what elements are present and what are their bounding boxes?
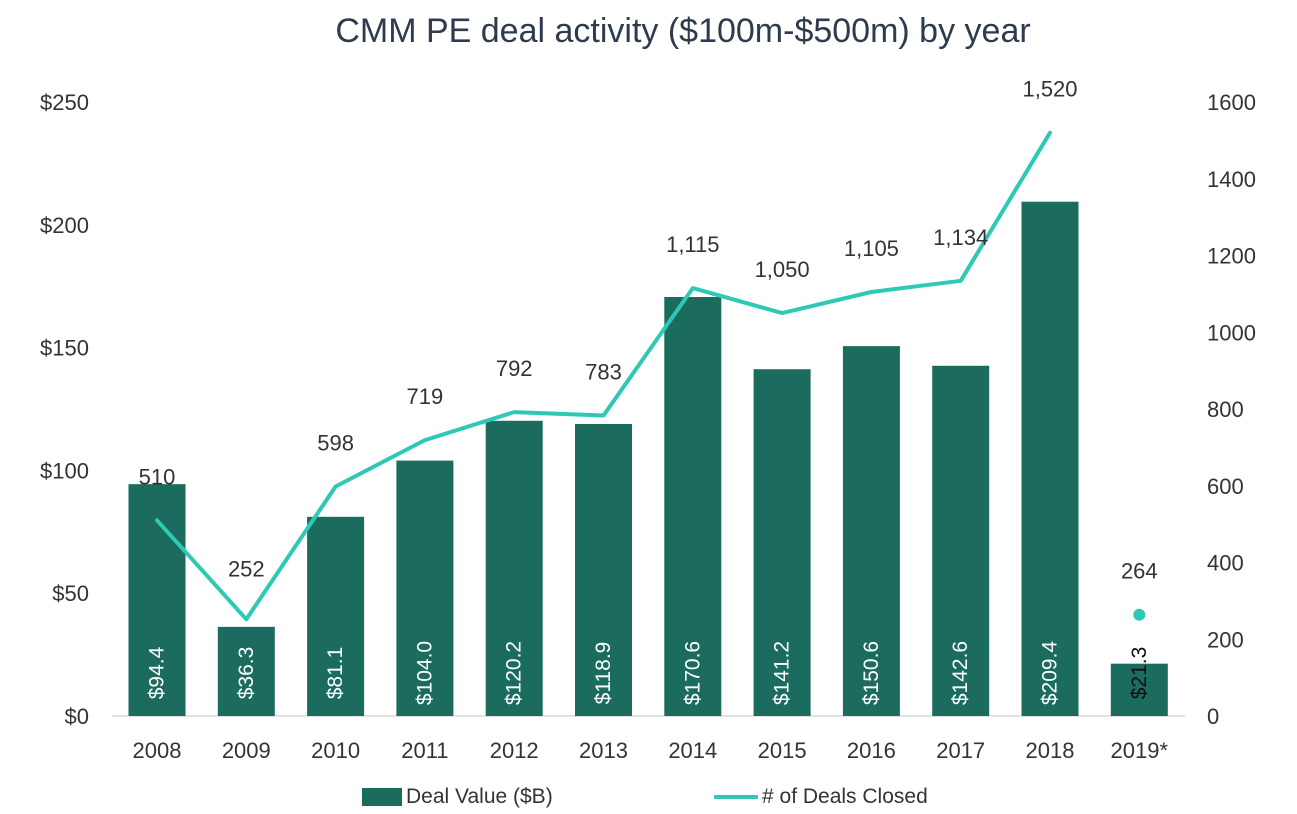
x-tick-2010: 2010 [311, 738, 360, 763]
x-tick-2012: 2012 [490, 738, 539, 763]
legend-item-deal-value: Deal Value ($B) [362, 785, 553, 809]
bar-label-2015: $141.2 [771, 641, 794, 705]
legend-line-swatch [714, 795, 758, 799]
bar-label-2014: $170.6 [681, 641, 704, 705]
bar-2011 [396, 460, 454, 716]
legend-label-deal-value: Deal Value ($B) [406, 785, 553, 808]
y-left-tick-0: $0 [65, 704, 89, 729]
y-right-tick-600: 600 [1207, 474, 1244, 499]
y-right-tick-0: 0 [1207, 704, 1219, 729]
y-right-tick-200: 200 [1207, 627, 1244, 652]
legend-item-deals-closed: # of Deals Closed [714, 785, 928, 809]
x-tick-2015: 2015 [758, 738, 807, 763]
line-data-labels: 510 252 598 719 792 783 1,115 1,050 1,105 1,134 1,… [139, 77, 1158, 584]
bar-2019 [1110, 663, 1168, 716]
x-tick-2017: 2017 [936, 738, 985, 763]
bar-2015 [753, 369, 811, 716]
bar-label-2019: $21.3 [1128, 647, 1151, 700]
bar-label-2018: $209.4 [1039, 641, 1062, 706]
y-left-tick-200: $200 [40, 213, 89, 238]
bar-label-2017: $142.6 [949, 641, 972, 705]
line-label-2013: 783 [585, 360, 622, 385]
x-tick-2011: 2011 [401, 738, 448, 763]
bar-2017 [932, 365, 990, 716]
chart-title: CMM PE deal activity ($100m-$500m) by ye… [335, 12, 1031, 50]
bar-label-2016: $150.6 [860, 641, 883, 705]
bar-label-2008: $94.4 [146, 646, 169, 699]
y-left-tick-labels: $0 $50 $100 $150 $200 $250 [40, 90, 89, 729]
bar-2016 [842, 346, 900, 716]
x-tick-2019: 2019* [1111, 738, 1169, 763]
line-label-2017: 1,134 [933, 225, 988, 250]
bar-2014 [664, 297, 722, 716]
y-right-tick-1400: 1400 [1207, 167, 1256, 192]
line-label-2018: 1,520 [1022, 77, 1077, 102]
y-right-tick-1200: 1200 [1207, 244, 1256, 269]
line-label-2010: 598 [317, 431, 354, 456]
bar-2018 [1021, 201, 1079, 716]
y-right-tick-1600: 1600 [1207, 90, 1256, 115]
x-tick-2013: 2013 [579, 738, 628, 763]
bar-data-labels: $94.4 $36.3 $81.1 $104.0 $120.2 $118.9 $170.6 $… [146, 641, 1151, 706]
x-tick-2009: 2009 [222, 738, 271, 763]
y-right-tick-1000: 1000 [1207, 320, 1256, 345]
bar-label-2013: $118.9 [592, 642, 615, 705]
line-point-2019 [1133, 608, 1146, 621]
y-right-tick-800: 800 [1207, 397, 1244, 422]
x-tick-2016: 2016 [847, 738, 896, 763]
bar-label-2011: $104.0 [413, 641, 436, 705]
bar-2010 [307, 516, 365, 716]
y-left-tick-250: $250 [40, 90, 89, 115]
deals-closed-line [155, 130, 1052, 622]
y-left-tick-150: $150 [40, 336, 89, 361]
x-tick-2018: 2018 [1026, 738, 1075, 763]
bar-2009 [217, 626, 275, 716]
line-label-2016: 1,105 [844, 236, 899, 261]
line-label-2008: 510 [139, 464, 176, 489]
line-series [155, 130, 1146, 622]
bar-series [128, 201, 1168, 716]
line-label-2009: 252 [228, 556, 265, 581]
x-tick-labels: 2008 2009 2010 2011 2012 2013 2014 2015 2016 2017… [133, 738, 1169, 763]
line-label-2015: 1,050 [755, 257, 810, 282]
x-tick-2008: 2008 [133, 738, 182, 763]
legend-label-deals-closed: # of Deals Closed [762, 785, 928, 808]
bar-2013 [575, 423, 632, 716]
bar-label-2010: $81.1 [324, 647, 347, 700]
y-left-tick-50: $50 [52, 581, 89, 606]
bar-2012 [485, 420, 543, 716]
y-right-tick-labels: 0 200 400 600 800 1000 1200 1400 1600 [1207, 90, 1256, 729]
y-right-tick-400: 400 [1207, 551, 1244, 576]
line-label-2019: 264 [1121, 559, 1158, 584]
bar-label-2009: $36.3 [235, 647, 258, 700]
y-left-tick-100: $100 [40, 458, 89, 483]
line-label-2011: 719 [407, 384, 444, 409]
line-label-2014: 1,115 [666, 232, 719, 257]
legend-bar-swatch [362, 788, 402, 806]
line-label-2012: 792 [496, 356, 533, 381]
bar-label-2012: $120.2 [503, 641, 526, 705]
x-tick-2014: 2014 [668, 738, 717, 763]
